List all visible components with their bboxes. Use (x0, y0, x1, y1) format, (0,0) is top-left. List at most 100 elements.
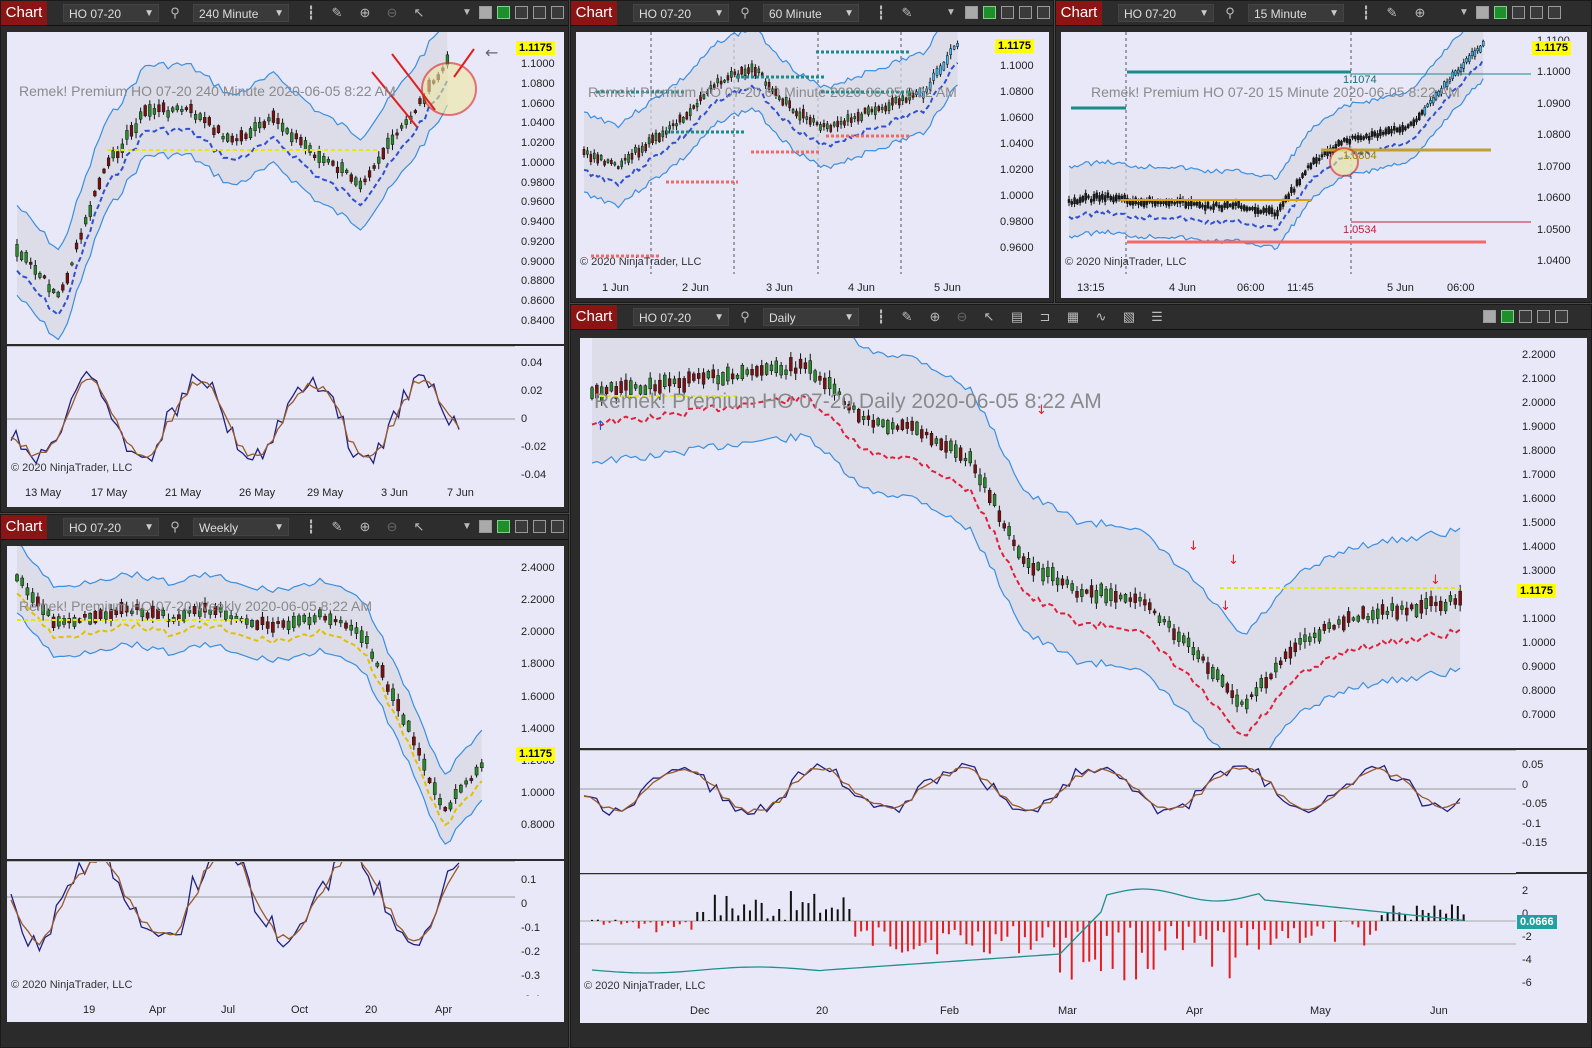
drawing-tool-icon[interactable]: ✎ (901, 309, 913, 324)
link-color-button[interactable] (965, 6, 978, 19)
maximize-button[interactable] (533, 520, 546, 533)
zoom-out-icon[interactable]: ⊖ (956, 309, 968, 324)
price-panel[interactable]: ← Remek! Premium HO 07-20 240 Minute 202… (7, 32, 515, 344)
zoom-in-icon[interactable]: ⊕ (929, 309, 941, 324)
bar-type-icon[interactable]: ┇ (307, 519, 315, 534)
link-color-button[interactable] (479, 520, 492, 533)
pointer-icon[interactable]: ↖ (983, 309, 995, 324)
minimize-button[interactable] (1519, 310, 1532, 323)
close-button[interactable] (551, 520, 564, 533)
minimize-button[interactable] (1001, 6, 1014, 19)
live-indicator-button[interactable] (1494, 6, 1507, 19)
maximize-button[interactable] (1537, 310, 1550, 323)
price-panel[interactable]: Remek! Premium HO 07-20 60 Minute 2020-0… (576, 32, 994, 274)
instrument-selector[interactable]: HO 07-20 ▼ (633, 308, 729, 326)
bar-type-icon[interactable]: ┇ (1362, 5, 1370, 20)
oscillator-panel[interactable]: © 2020 NinjaTrader, LLC (7, 346, 515, 480)
bar-type-icon[interactable]: ┇ (877, 309, 885, 324)
chart-tab[interactable]: Chart (1056, 1, 1102, 25)
bar-type-icon[interactable]: ┇ (877, 5, 885, 20)
zoom-in-icon[interactable]: ⊕ (1414, 5, 1426, 20)
search-icon[interactable]: ⚲ (170, 519, 180, 534)
lower-band (591, 432, 1461, 748)
live-indicator-button[interactable] (497, 6, 510, 19)
candle-body (747, 67, 750, 74)
menu-dropdown-icon[interactable]: ▼ (462, 521, 472, 532)
pointer-icon[interactable]: ↖ (413, 519, 425, 534)
zoom-in-icon[interactable]: ⊕ (359, 5, 371, 20)
price-panel[interactable]: Remek! Premium HO 07-20 15 Minute 2020-0… (1061, 32, 1531, 274)
instrument-selector[interactable]: HO 07-20 ▼ (633, 4, 729, 22)
candle-body (1451, 71, 1454, 79)
instrument-selector[interactable]: HO 07-20 ▼ (63, 518, 159, 536)
close-button[interactable] (1037, 6, 1050, 19)
candle-body (1195, 202, 1199, 206)
candle-body (84, 217, 88, 225)
minimize-button[interactable] (515, 520, 528, 533)
data-box-icon[interactable]: ▤ (1010, 309, 1024, 324)
candle-body (1095, 192, 1099, 199)
price-panel[interactable]: Remek! Premium HO 07-20 Weekly 2020-06-0… (7, 546, 515, 859)
maximize-button[interactable] (533, 6, 546, 19)
instrument-selector[interactable]: HO 07-20 ▼ (1118, 4, 1214, 22)
search-icon[interactable]: ⚲ (740, 309, 750, 324)
interval-selector[interactable]: 15 Minute ▼ (1248, 4, 1344, 22)
instrument-selector[interactable]: HO 07-20 ▼ (63, 4, 159, 22)
drawing-tool-icon[interactable]: ✎ (331, 5, 343, 20)
oscillator-panel[interactable] (580, 750, 1516, 873)
drawing-tool-icon[interactable]: ✎ (1386, 5, 1398, 20)
zoom-in-icon[interactable]: ⊕ (359, 519, 371, 534)
zoom-out-icon[interactable]: ⊖ (386, 519, 398, 534)
link-color-button[interactable] (1476, 6, 1489, 19)
axis-tick-label: 1.1000 (1537, 66, 1571, 79)
search-icon[interactable]: ⚲ (170, 5, 180, 20)
live-indicator-button[interactable] (497, 520, 510, 533)
minimize-button[interactable] (1512, 6, 1525, 19)
chart-tab[interactable]: Chart (571, 305, 617, 329)
live-indicator-button[interactable] (1501, 310, 1514, 323)
drawing-tool-icon[interactable]: ✎ (331, 519, 343, 534)
list-icon[interactable]: ☰ (1151, 309, 1163, 324)
candle-body (36, 596, 40, 607)
time-tick-label: 5 Jun (934, 282, 961, 294)
candle-body (119, 601, 124, 615)
minimize-button[interactable] (515, 6, 528, 19)
price-panel[interactable]: ↓ ↓ ↓ ↓ ↓ ↑ Remek! Premium HO 07-20 Daily 202… (580, 338, 1516, 748)
menu-dropdown-icon[interactable]: ▼ (1459, 7, 1469, 18)
interval-selector[interactable]: 60 Minute ▼ (763, 4, 859, 22)
search-icon[interactable]: ⚲ (1225, 5, 1235, 20)
link-color-button[interactable] (479, 6, 492, 19)
menu-dropdown-icon[interactable]: ▼ (946, 7, 956, 18)
close-button[interactable] (1555, 310, 1568, 323)
bar-type-icon[interactable]: ┇ (307, 5, 315, 20)
drawing-tool-icon[interactable]: ✎ (901, 5, 913, 20)
link-color-button[interactable] (1483, 310, 1496, 323)
candle-body (406, 720, 411, 732)
templates-icon[interactable]: ▧ (1122, 309, 1136, 324)
live-indicator-button[interactable] (983, 6, 996, 19)
candle-body (1406, 124, 1410, 128)
indicators-icon[interactable]: ∿ (1095, 309, 1107, 324)
strategies-icon[interactable]: ▦ (1066, 309, 1080, 324)
candle-body (52, 288, 56, 293)
properties-icon[interactable]: ⊐ (1039, 309, 1051, 324)
chart-tab[interactable]: Chart (571, 1, 617, 25)
zoom-out-icon[interactable]: ⊖ (386, 5, 398, 20)
close-button[interactable] (551, 6, 564, 19)
maximize-button[interactable] (1019, 6, 1032, 19)
close-button[interactable] (1548, 6, 1561, 19)
search-icon[interactable]: ⚲ (740, 5, 750, 20)
interval-selector[interactable]: 240 Minute ▼ (193, 4, 289, 22)
candle-body (313, 154, 317, 159)
maximize-button[interactable] (1530, 6, 1543, 19)
instrument-value: HO 07-20 (639, 7, 692, 21)
oscillator-panel[interactable]: © 2020 NinjaTrader, LLC (7, 861, 515, 997)
chart-tab[interactable]: Chart (1, 1, 47, 25)
menu-dropdown-icon[interactable]: ▼ (462, 7, 472, 18)
pointer-icon[interactable]: ↖ (413, 5, 425, 20)
interval-selector[interactable]: Daily ▼ (763, 308, 859, 326)
chart-tab[interactable]: Chart (1, 515, 47, 539)
interval-selector[interactable]: Weekly ▼ (193, 518, 289, 536)
candle-body (599, 155, 603, 161)
histogram-panel[interactable]: © 2020 NinjaTrader, LLC (580, 874, 1516, 998)
